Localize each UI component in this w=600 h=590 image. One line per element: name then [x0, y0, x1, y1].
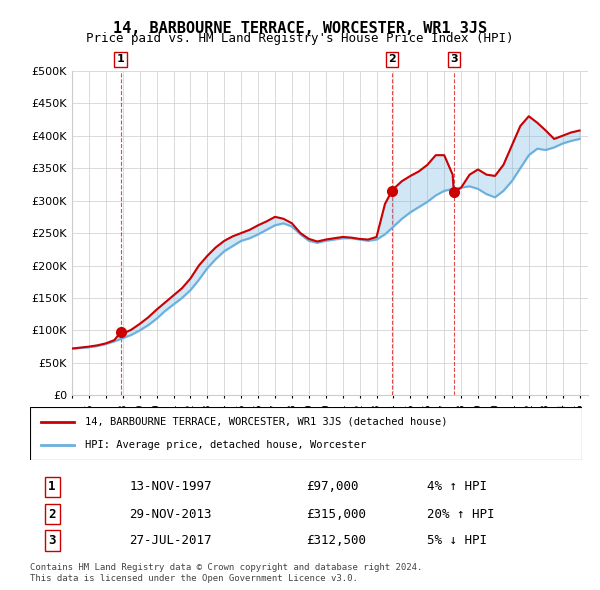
Text: 3: 3	[450, 54, 458, 64]
Text: Price paid vs. HM Land Registry's House Price Index (HPI): Price paid vs. HM Land Registry's House …	[86, 32, 514, 45]
Text: 5% ↓ HPI: 5% ↓ HPI	[427, 534, 487, 547]
Text: HPI: Average price, detached house, Worcester: HPI: Average price, detached house, Worc…	[85, 440, 367, 450]
Text: 2: 2	[388, 54, 396, 64]
Text: 2: 2	[49, 507, 56, 520]
Text: 14, BARBOURNE TERRACE, WORCESTER, WR1 3JS (detached house): 14, BARBOURNE TERRACE, WORCESTER, WR1 3J…	[85, 417, 448, 427]
Text: £97,000: £97,000	[306, 480, 359, 493]
Text: 29-NOV-2013: 29-NOV-2013	[130, 507, 212, 520]
Text: £315,000: £315,000	[306, 507, 366, 520]
Text: 1: 1	[116, 54, 124, 64]
Text: 3: 3	[49, 534, 56, 547]
Text: 20% ↑ HPI: 20% ↑ HPI	[427, 507, 495, 520]
Text: 13-NOV-1997: 13-NOV-1997	[130, 480, 212, 493]
Text: Contains HM Land Registry data © Crown copyright and database right 2024.
This d: Contains HM Land Registry data © Crown c…	[30, 563, 422, 583]
Text: 27-JUL-2017: 27-JUL-2017	[130, 534, 212, 547]
Text: 1: 1	[49, 480, 56, 493]
Text: 14, BARBOURNE TERRACE, WORCESTER, WR1 3JS: 14, BARBOURNE TERRACE, WORCESTER, WR1 3J…	[113, 21, 487, 35]
FancyBboxPatch shape	[30, 407, 582, 460]
Text: 4% ↑ HPI: 4% ↑ HPI	[427, 480, 487, 493]
Text: £312,500: £312,500	[306, 534, 366, 547]
